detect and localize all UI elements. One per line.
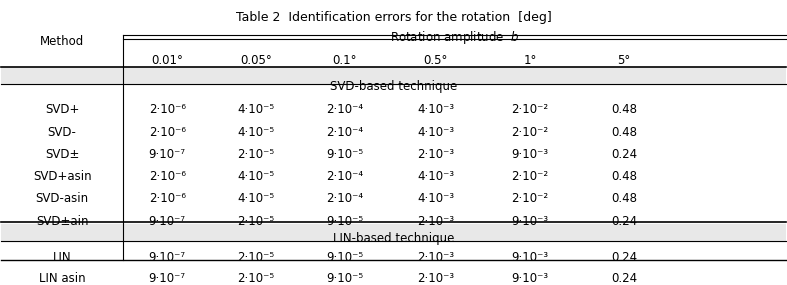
Text: 2·10⁻³: 2·10⁻³ [417,148,454,161]
Text: 0.24: 0.24 [611,272,637,285]
Text: SVD+asin: SVD+asin [33,170,91,183]
Text: 0.24: 0.24 [611,215,637,227]
Text: 2·10⁻³: 2·10⁻³ [417,251,454,264]
Text: 2·10⁻²: 2·10⁻² [512,103,549,116]
Text: 2·10⁻⁵: 2·10⁻⁵ [238,251,275,264]
Text: LIN asin: LIN asin [39,272,86,285]
Text: 0.48: 0.48 [611,192,637,205]
Text: 9·10⁻³: 9·10⁻³ [512,148,549,161]
Text: 2·10⁻⁴: 2·10⁻⁴ [326,103,363,116]
Text: 9·10⁻⁵: 9·10⁻⁵ [326,215,363,227]
Text: 2·10⁻⁴: 2·10⁻⁴ [326,170,363,183]
Text: Rotation amplitude  $b$: Rotation amplitude $b$ [390,29,519,46]
Text: 4·10⁻⁵: 4·10⁻⁵ [238,103,275,116]
Text: 2·10⁻⁴: 2·10⁻⁴ [326,126,363,139]
Text: SVD-asin: SVD-asin [35,192,89,205]
Text: SVD-based technique: SVD-based technique [330,80,457,93]
Text: 4·10⁻³: 4·10⁻³ [417,170,454,183]
Text: Method: Method [40,35,84,48]
Text: LIN-based technique: LIN-based technique [333,231,454,245]
Text: 0.05°: 0.05° [240,54,272,67]
Text: 2·10⁻⁶: 2·10⁻⁶ [149,170,186,183]
Text: 4·10⁻⁵: 4·10⁻⁵ [238,192,275,205]
Text: 4·10⁻⁵: 4·10⁻⁵ [238,126,275,139]
Text: 2·10⁻⁴: 2·10⁻⁴ [326,192,363,205]
Text: SVD-: SVD- [48,126,76,139]
Text: 0.24: 0.24 [611,251,637,264]
Text: 9·10⁻³: 9·10⁻³ [512,215,549,227]
Text: 4·10⁻³: 4·10⁻³ [417,103,454,116]
Text: 9·10⁻³: 9·10⁻³ [512,272,549,285]
Text: 2·10⁻⁶: 2·10⁻⁶ [149,126,186,139]
Text: 9·10⁻⁵: 9·10⁻⁵ [326,251,363,264]
Text: 9·10⁻⁷: 9·10⁻⁷ [149,251,186,264]
Text: 2·10⁻⁵: 2·10⁻⁵ [238,272,275,285]
Text: 9·10⁻⁵: 9·10⁻⁵ [326,272,363,285]
Text: 0.48: 0.48 [611,103,637,116]
Text: 9·10⁻³: 9·10⁻³ [512,251,549,264]
Text: 5°: 5° [618,54,630,67]
Text: 2·10⁻²: 2·10⁻² [512,170,549,183]
Text: 2·10⁻⁵: 2·10⁻⁵ [238,215,275,227]
Text: 0.1°: 0.1° [332,54,357,67]
Text: 2·10⁻³: 2·10⁻³ [417,272,454,285]
Text: 2·10⁻³: 2·10⁻³ [417,215,454,227]
Text: 2·10⁻⁵: 2·10⁻⁵ [238,148,275,161]
Text: 0.01°: 0.01° [151,54,183,67]
Text: 2·10⁻⁶: 2·10⁻⁶ [149,192,186,205]
Text: 2·10⁻²: 2·10⁻² [512,126,549,139]
Text: 4·10⁻⁵: 4·10⁻⁵ [238,170,275,183]
Text: Table 2  Identification errors for the rotation  [deg]: Table 2 Identification errors for the ro… [235,11,552,24]
Text: 9·10⁻⁵: 9·10⁻⁵ [326,148,363,161]
Text: LIN: LIN [53,251,72,264]
Text: 2·10⁻²: 2·10⁻² [512,192,549,205]
Text: 4·10⁻³: 4·10⁻³ [417,126,454,139]
Text: 0.48: 0.48 [611,170,637,183]
Bar [2,67,785,84]
Text: 9·10⁻⁷: 9·10⁻⁷ [149,272,186,285]
Text: SVD±: SVD± [45,148,79,161]
Text: 9·10⁻⁷: 9·10⁻⁷ [149,215,186,227]
Text: 0.48: 0.48 [611,126,637,139]
Text: 0.5°: 0.5° [423,54,448,67]
Text: 2·10⁻⁶: 2·10⁻⁶ [149,103,186,116]
Text: 0.24: 0.24 [611,148,637,161]
Text: SVD+: SVD+ [45,103,79,116]
Text: SVD±ain: SVD±ain [36,215,88,227]
Text: 9·10⁻⁷: 9·10⁻⁷ [149,148,186,161]
Text: 4·10⁻³: 4·10⁻³ [417,192,454,205]
Text: 1°: 1° [523,54,537,67]
Bar [2,224,785,241]
